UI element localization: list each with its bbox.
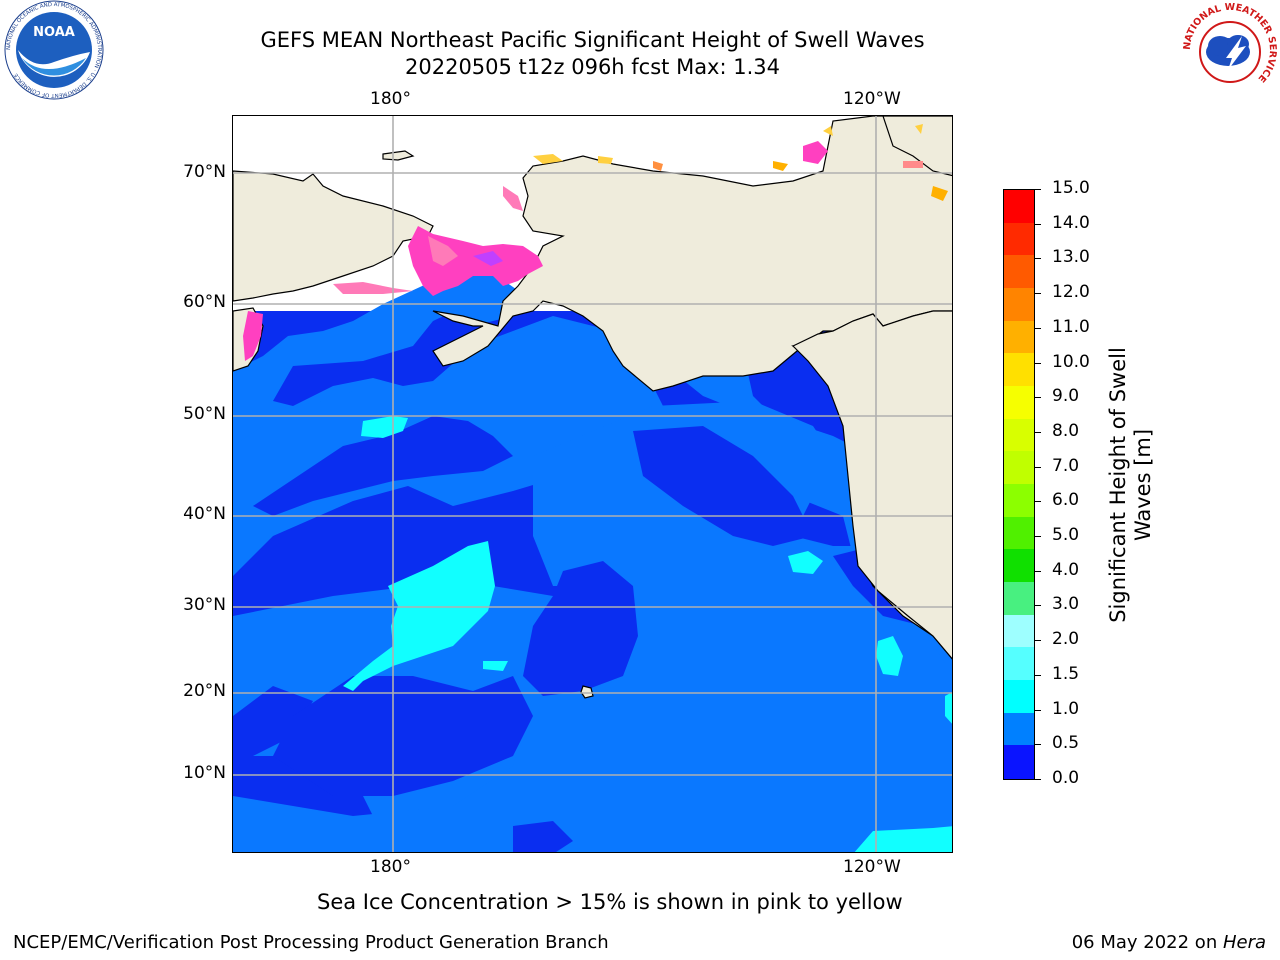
colorbar [1003, 189, 1035, 780]
footer-date: 06 May 2022 on Hera [1072, 932, 1266, 953]
colorbar-segment [1004, 353, 1034, 387]
lat-label-20n: 20°N [183, 681, 226, 701]
lat-label-50n: 50°N [183, 404, 226, 424]
colorbar-title-line1: Significant Height of Swell [1106, 347, 1130, 623]
colorbar-segment [1004, 255, 1034, 289]
colorbar-tick-mark [1035, 397, 1041, 399]
colorbar-tick-label: 15.0 [1052, 178, 1090, 198]
top-lon-label-120w: 120°W [843, 89, 901, 109]
colorbar-tick-label: 0.5 [1052, 733, 1080, 754]
colorbar-tick-label: 9.0 [1052, 386, 1080, 407]
colorbar-tick-mark [1035, 223, 1041, 225]
colorbar-tick-mark [1035, 744, 1041, 746]
top-lon-label-180: 180° [370, 89, 411, 109]
colorbar-tick-label: 4.0 [1052, 559, 1080, 580]
lat-label-60n: 60°N [183, 292, 226, 312]
colorbar-tick-mark [1035, 605, 1041, 607]
chart-title-line2: 20220505 t12z 096h fcst Max: 1.34 [405, 55, 780, 79]
lat-label-40n: 40°N [183, 504, 226, 524]
colorbar-segment [1004, 712, 1034, 746]
colorbar-tick-label: 5.0 [1052, 525, 1080, 546]
colorbar-segment [1004, 451, 1034, 485]
colorbar-tick-label: 3.0 [1052, 594, 1080, 615]
colorbar-tick-label: 0.0 [1052, 768, 1080, 788]
lat-label-30n: 30°N [183, 595, 226, 615]
colorbar-tick-label: 14.0 [1052, 212, 1090, 233]
footer-host: Hera [1222, 932, 1266, 953]
colorbar-segment [1004, 484, 1034, 518]
colorbar-tick-mark [1035, 293, 1041, 295]
colorbar-segment [1004, 549, 1034, 583]
colorbar-tick-label: 2.0 [1052, 629, 1080, 650]
nws-logo: NATIONAL WEATHER SERVICE [1180, 0, 1280, 100]
lat-label-10n: 10°N [183, 763, 226, 783]
colorbar-tick-label: 11.0 [1052, 316, 1090, 337]
colorbar-tick-label: 6.0 [1052, 490, 1080, 511]
chart-title-line1: GEFS MEAN Northeast Pacific Significant … [260, 28, 925, 52]
colorbar-segment [1004, 418, 1034, 452]
colorbar-segment [1004, 745, 1034, 779]
colorbar-segment [1004, 516, 1034, 550]
colorbar-tick-mark [1035, 431, 1041, 433]
colorbar-tick-mark [1035, 536, 1041, 538]
graticule [233, 116, 952, 852]
sea-ice-overlay [243, 124, 948, 361]
colorbar-tick-label: 8.0 [1052, 420, 1080, 441]
colorbar-segment [1004, 320, 1034, 354]
colorbar-title: Significant Height of Swell Waves [m] [1106, 347, 1156, 623]
colorbar-tick-mark [1035, 640, 1041, 642]
colorbar-tick-mark [1035, 501, 1041, 503]
bottom-lon-label-120w: 120°W [843, 857, 901, 877]
colorbar-segment [1004, 680, 1034, 714]
colorbar-segment [1004, 190, 1034, 224]
colorbar-tick-mark [1035, 362, 1041, 364]
colorbar-tick-mark [1035, 674, 1041, 676]
noaa-logo-text: NOAA [33, 25, 75, 40]
colorbar-tick-mark [1035, 466, 1041, 468]
sea-ice-note: Sea Ice Concentration > 15% is shown in … [317, 890, 903, 914]
lat-label-70n: 70°N [183, 162, 226, 182]
colorbar-tick-mark [1035, 327, 1041, 329]
bottom-lon-label-180: 180° [370, 857, 411, 877]
colorbar-tick-label: 13.0 [1052, 247, 1090, 268]
footer-credit: NCEP/EMC/Verification Post Processing Pr… [13, 932, 609, 953]
colorbar-segment [1004, 222, 1034, 256]
swell-height-map [232, 115, 953, 853]
map-svg [233, 116, 952, 852]
colorbar-segment [1004, 614, 1034, 648]
colorbar-segment [1004, 386, 1034, 420]
land-masses [233, 116, 952, 699]
colorbar-tick-label: 12.0 [1052, 282, 1090, 303]
footer-date-text: 06 May 2022 on [1071, 932, 1223, 953]
swell-1.0-1.5-regions [343, 416, 952, 852]
colorbar-tick-label: 1.5 [1052, 663, 1080, 684]
colorbar-tick-mark [1035, 258, 1041, 260]
colorbar-tick-mark [1035, 189, 1041, 190]
colorbar-segment [1004, 647, 1034, 681]
colorbar-tick-mark [1035, 709, 1041, 711]
colorbar-segment [1004, 288, 1034, 322]
colorbar-tick-label: 7.0 [1052, 455, 1080, 476]
colorbar-tick-label: 1.0 [1052, 698, 1080, 719]
noaa-logo: NOAA NATIONAL OCEANIC AND ATMOSPHERIC AD… [4, 0, 104, 100]
colorbar-title-line2: Waves [m] [1131, 428, 1155, 542]
colorbar-segment [1004, 582, 1034, 616]
colorbar-tick-label: 10.0 [1052, 351, 1090, 372]
colorbar-tick-mark [1035, 570, 1041, 572]
colorbar-tick-mark [1035, 779, 1041, 780]
